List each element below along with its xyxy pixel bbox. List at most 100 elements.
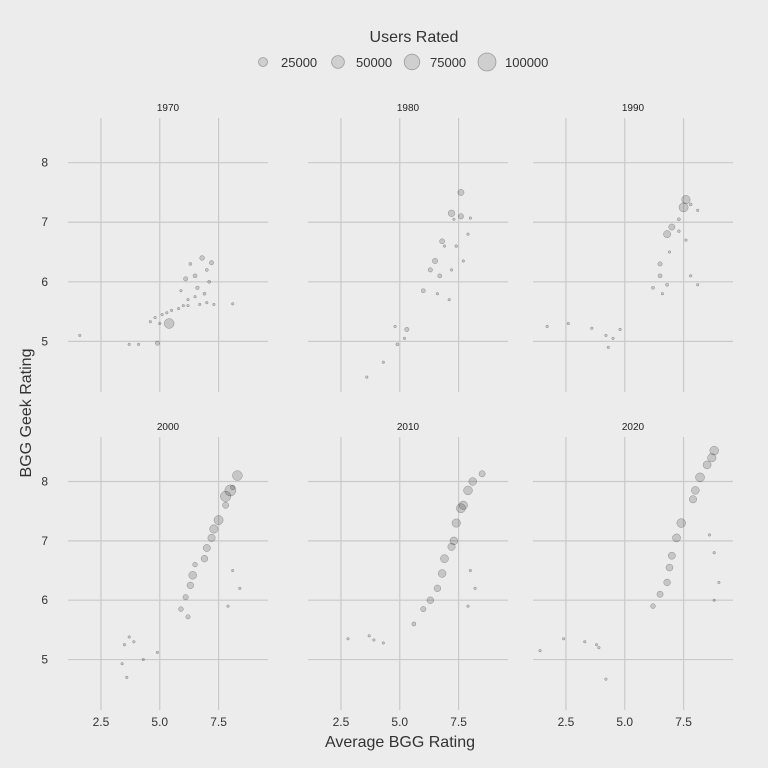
data-point (232, 470, 243, 481)
data-point (367, 634, 371, 638)
data-point (192, 273, 198, 279)
data-point (141, 658, 145, 662)
data-point (566, 321, 570, 326)
data-point (137, 342, 141, 346)
data-point (192, 561, 198, 568)
data-point (709, 445, 719, 456)
data-point (238, 586, 242, 590)
data-point (457, 189, 465, 196)
data-point (154, 340, 160, 346)
data-point (381, 360, 385, 364)
x-tick-label: 7.5 (210, 715, 227, 729)
data-point (473, 586, 477, 590)
data-point (179, 289, 183, 293)
data-point (186, 304, 190, 308)
data-point (696, 208, 700, 212)
facet-label: 2000 (157, 422, 180, 433)
legend-label: 100000 (505, 55, 548, 70)
data-point (205, 268, 209, 272)
data-point (611, 336, 615, 340)
data-point (209, 524, 219, 534)
data-point (437, 273, 443, 279)
data-point (583, 640, 587, 644)
data-point (202, 544, 211, 552)
data-point (712, 551, 716, 555)
data-point (545, 324, 549, 329)
facet-label: 1990 (622, 103, 645, 114)
data-point (688, 202, 693, 207)
data-point (707, 453, 717, 463)
data-point (420, 606, 427, 613)
data-point (402, 336, 407, 340)
facet-panel-1990 (533, 118, 733, 392)
data-point (205, 301, 209, 305)
legend-title: Users Rated (370, 29, 459, 46)
data-point (657, 273, 663, 279)
data-point (562, 637, 566, 641)
legend-key-circle (258, 57, 268, 67)
data-point (468, 477, 477, 486)
data-point (188, 571, 197, 580)
data-point (458, 500, 468, 510)
data-point (449, 268, 454, 272)
data-point (372, 638, 376, 642)
data-point (395, 342, 400, 347)
data-point (195, 285, 200, 290)
data-point (663, 578, 671, 587)
data-point (411, 621, 417, 627)
data-point (207, 533, 216, 542)
legend-key-circle (477, 52, 497, 72)
y-tick-label: 8 (41, 475, 48, 489)
data-point (346, 637, 350, 641)
data-point (657, 261, 663, 267)
x-axis-title: Average BGG Rating (325, 734, 475, 751)
data-point (127, 635, 131, 639)
data-point (468, 216, 472, 220)
data-point (202, 291, 207, 296)
data-point (684, 238, 688, 242)
data-point (198, 302, 202, 306)
data-point (132, 640, 136, 644)
data-point (169, 308, 174, 312)
data-point (155, 650, 159, 654)
facet-panel-2010 (308, 437, 508, 710)
y-axis-title: BGG Geek Rating (18, 349, 35, 478)
data-point (209, 260, 214, 266)
data-point (437, 569, 447, 578)
data-point (689, 495, 697, 504)
data-point (451, 518, 461, 528)
data-point (447, 542, 456, 551)
data-point (678, 202, 689, 213)
data-point (672, 533, 681, 543)
y-tick-label: 6 (41, 593, 48, 607)
data-point (231, 568, 235, 573)
y-tick-label: 5 (41, 653, 48, 667)
data-point (163, 318, 175, 329)
facet-label: 2010 (397, 422, 420, 433)
data-point (222, 501, 230, 509)
data-point (696, 283, 700, 287)
data-point (618, 327, 622, 332)
data-point (461, 259, 465, 263)
legend-label: 50000 (356, 55, 392, 70)
data-point (650, 603, 656, 609)
data-point (199, 255, 205, 261)
facet-label: 2020 (622, 422, 645, 433)
data-point (393, 324, 397, 329)
data-point (183, 276, 189, 282)
data-point (220, 490, 232, 502)
data-point (426, 596, 434, 604)
y-tick-label: 6 (41, 275, 48, 289)
data-point (468, 568, 472, 573)
data-point (432, 258, 439, 264)
data-point (178, 606, 184, 612)
data-point (590, 326, 594, 330)
data-point (230, 484, 236, 491)
y-tick-label: 7 (41, 534, 48, 548)
data-point (120, 662, 124, 666)
facet-panel-2000 (68, 437, 268, 710)
data-point (457, 213, 464, 220)
data-point (665, 282, 669, 287)
facet-panel-2020 (533, 437, 733, 710)
data-point (231, 302, 235, 306)
